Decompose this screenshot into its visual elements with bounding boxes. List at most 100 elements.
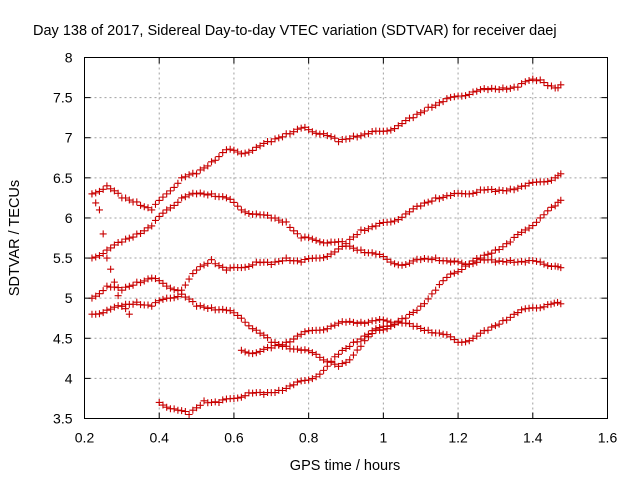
- data-point: [514, 309, 522, 317]
- data-point: [103, 306, 111, 314]
- data-point: [316, 353, 324, 361]
- data-point: [402, 260, 410, 268]
- data-point: [170, 183, 178, 191]
- data-point: [458, 259, 466, 267]
- data-point: [278, 387, 286, 395]
- data-point: [458, 265, 466, 273]
- data-point: [413, 322, 421, 330]
- data-point: [275, 134, 283, 142]
- data-point: [331, 321, 339, 329]
- data-point: [290, 227, 298, 235]
- data-point: [432, 286, 440, 294]
- data-point: [379, 253, 387, 261]
- data-point: [518, 306, 526, 314]
- data-point: [297, 330, 305, 338]
- data-point: [495, 320, 503, 328]
- data-point: [514, 231, 522, 239]
- data-point: [342, 318, 350, 326]
- data-point: [557, 300, 565, 308]
- data-point: [547, 203, 555, 211]
- data-point: [252, 210, 260, 218]
- data-point: [159, 279, 167, 287]
- data-point: [551, 202, 559, 210]
- data-point: [137, 279, 145, 287]
- data-point: [204, 304, 212, 312]
- data-point: [353, 231, 361, 239]
- data-point: [308, 349, 316, 357]
- data-point: [208, 304, 216, 312]
- data-point: [428, 197, 436, 205]
- data-point: [491, 258, 499, 266]
- y-axis-label: SDTVAR / TECUs: [7, 180, 23, 296]
- data-point: [503, 258, 511, 266]
- data-point: [391, 125, 399, 133]
- data-point: [249, 350, 257, 358]
- data-point: [122, 235, 130, 243]
- data-point: [245, 262, 253, 270]
- y-tick-label: 6: [65, 210, 73, 226]
- data-point: [110, 187, 118, 195]
- data-point: [208, 256, 216, 264]
- data-point: [241, 348, 249, 356]
- data-point: [230, 198, 238, 206]
- data-point: [331, 134, 339, 142]
- data-point: [327, 133, 335, 141]
- x-tick-label: 1.4: [523, 430, 543, 446]
- data-point: [129, 300, 137, 308]
- data-point: [540, 303, 548, 311]
- data-point: [163, 206, 171, 214]
- data-point: [323, 132, 331, 140]
- data-point: [506, 84, 514, 92]
- data-point: [163, 403, 171, 411]
- data-point: [166, 187, 174, 195]
- data-point: [260, 331, 268, 339]
- data-point: [349, 318, 357, 326]
- data-point: [499, 84, 507, 92]
- x-tick-label: 0.6: [224, 430, 244, 446]
- data-point: [234, 311, 242, 319]
- data-point: [454, 258, 462, 266]
- data-point: [189, 189, 197, 197]
- data-point: [439, 98, 447, 106]
- data-point: [107, 265, 115, 273]
- data-point: [327, 357, 335, 365]
- data-point: [420, 199, 428, 207]
- data-point: [353, 338, 361, 346]
- data-point: [226, 145, 234, 153]
- data-point: [518, 228, 526, 236]
- data-point: [166, 284, 174, 292]
- data-point: [125, 234, 133, 242]
- data-point: [271, 389, 279, 397]
- data-point: [301, 233, 309, 241]
- data-point: [406, 320, 414, 328]
- data-point: [357, 335, 365, 343]
- data-point: [469, 257, 477, 265]
- data-point: [249, 261, 257, 269]
- data-point: [364, 130, 372, 138]
- series-s2: [88, 170, 565, 262]
- data-point: [200, 190, 208, 198]
- y-tick-label: 6.5: [53, 170, 73, 186]
- data-point: [95, 187, 103, 195]
- data-point: [320, 130, 328, 138]
- data-point: [196, 401, 204, 409]
- data-point: [557, 264, 565, 272]
- data-point: [383, 127, 391, 135]
- data-point: [312, 129, 320, 137]
- data-point: [503, 85, 511, 93]
- data-point: [249, 389, 257, 397]
- data-point: [222, 266, 230, 274]
- data-point: [510, 233, 518, 241]
- data-point: [454, 268, 462, 276]
- y-tick-label: 8: [65, 50, 73, 66]
- data-point: [237, 206, 245, 214]
- data-point: [118, 286, 126, 294]
- y-tick-label: 5.5: [53, 250, 73, 266]
- data-point: [506, 256, 514, 264]
- data-point: [550, 299, 558, 307]
- data-point: [450, 269, 458, 277]
- data-point: [529, 75, 537, 83]
- data-point: [155, 196, 163, 204]
- x-tick-label: 1: [379, 430, 387, 446]
- data-point: [290, 128, 298, 136]
